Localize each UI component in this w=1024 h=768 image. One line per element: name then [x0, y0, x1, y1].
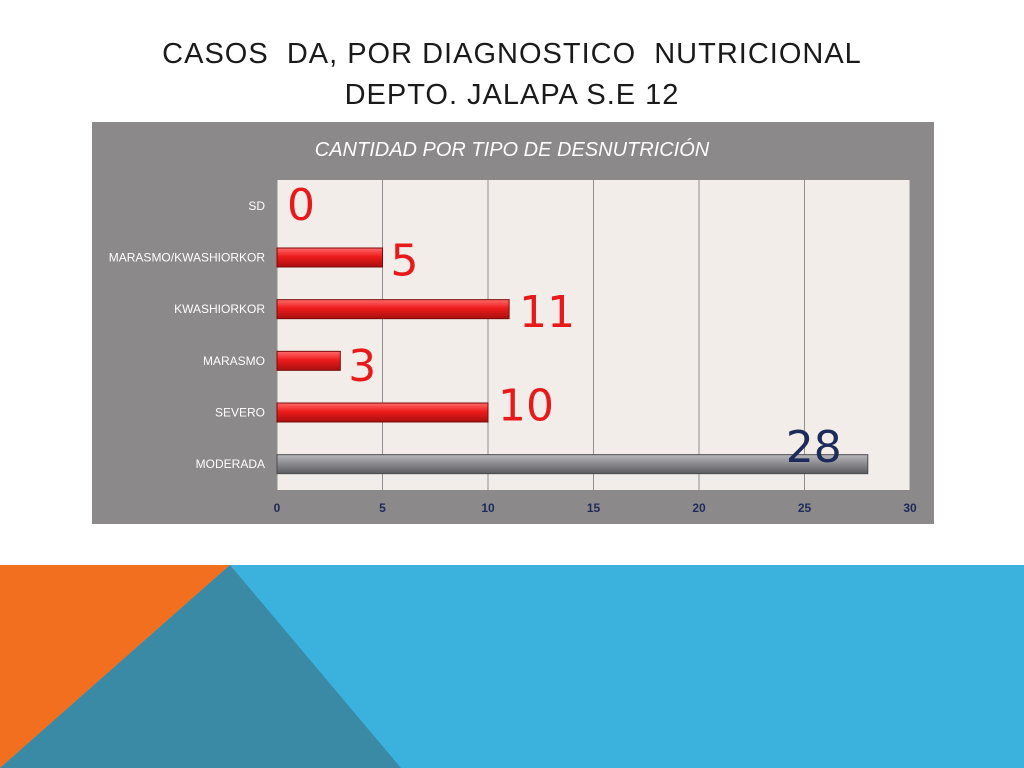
bars — [276, 247, 869, 475]
slide-title: CASOS DA, POR DIAGNOSTICO NUTRICIONAL DE… — [0, 34, 1024, 116]
data-label-severo: 10 — [498, 381, 554, 432]
slide-title-line-1: CASOS DA, POR DIAGNOSTICO NUTRICIONAL — [162, 38, 862, 70]
x-tick-labels: 0 5 10 15 20 25 30 — [274, 501, 917, 515]
category-label-marasmo-kwashiorkor: MARASMO/KWASHIORKOR — [109, 251, 266, 265]
bar-marasmo-kwashiorkor — [276, 247, 383, 268]
category-label-sd: SD — [248, 199, 265, 213]
bar-kwashiorkor — [276, 299, 510, 320]
data-label-moderada: 28 — [786, 422, 842, 473]
x-tick-15: 15 — [587, 501, 601, 515]
category-label-moderada: MODERADA — [196, 457, 265, 471]
x-tick-25: 25 — [798, 501, 812, 515]
data-label-kwashiorkor: 11 — [519, 287, 575, 338]
gridlines — [276, 180, 911, 490]
x-tick-10: 10 — [481, 501, 495, 515]
bar-moderada — [276, 454, 869, 475]
data-label-marasmo-kwashiorkor: 5 — [391, 236, 419, 287]
x-tick-5: 5 — [379, 501, 386, 515]
bar-chart: CANTIDAD POR TIPO DE DESNUTRICIÓN SD MARA… — [92, 122, 934, 524]
chart-title: CANTIDAD POR TIPO DE DESNUTRICIÓN — [315, 138, 710, 161]
category-label-marasmo: MARASMO — [203, 354, 265, 368]
category-label-kwashiorkor: KWASHIORKOR — [174, 302, 265, 316]
decorative-footer-shapes — [0, 565, 1024, 768]
category-labels: SD MARASMO/KWASHIORKOR KWASHIORKOR MARASMO S… — [109, 199, 266, 471]
chart-canvas: CANTIDAD POR TIPO DE DESNUTRICIÓN SD MARA… — [109, 138, 917, 515]
data-label-marasmo: 3 — [348, 341, 376, 392]
bar-marasmo — [276, 350, 341, 371]
x-tick-0: 0 — [274, 501, 281, 515]
data-labels: 0 5 11 3 10 28 — [287, 180, 842, 473]
data-label-sd: 0 — [287, 180, 315, 231]
bar-severo — [276, 402, 489, 423]
x-tick-30: 30 — [903, 501, 917, 515]
footer-teal-triangle — [0, 565, 401, 768]
slide-title-line-2: DEPTO. JALAPA S.E 12 — [344, 79, 680, 111]
category-label-severo: SEVERO — [215, 406, 265, 420]
x-tick-20: 20 — [692, 501, 706, 515]
